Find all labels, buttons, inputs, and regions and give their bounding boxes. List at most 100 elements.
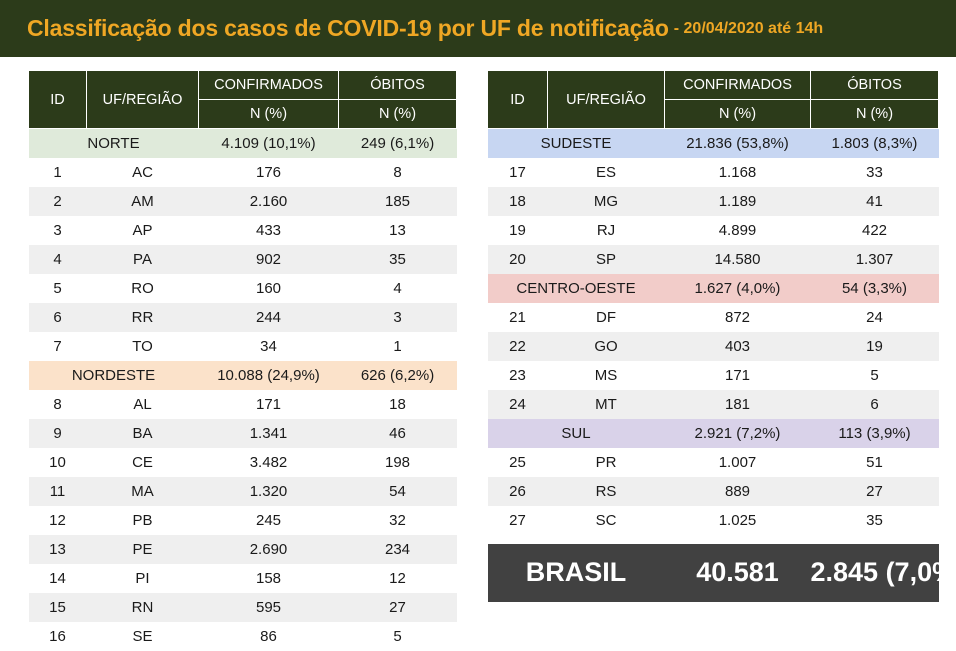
table-row: 17 ES 1.168 33: [487, 157, 939, 187]
cell-obitos: 5: [870, 366, 879, 384]
cell-obitos: 46: [389, 424, 406, 442]
cell-id: 27: [509, 511, 526, 529]
table-row: 18 MG 1.189 41: [487, 186, 939, 216]
cell-uf: MT: [595, 395, 617, 413]
region-name: SUL: [561, 424, 591, 442]
table-right-southeast-centralwest-south: ID UF/REGIÃO CONFIRMADOS ÓBITOS N (%) N …: [487, 70, 939, 602]
table-row: 9 BA 1.341 46: [28, 418, 457, 448]
region-summary-row: NORTE 4.109 (10,1%) 249 (6,1%): [28, 128, 457, 158]
table-subheader-row: N (%) N (%): [488, 99, 939, 129]
table-row: 2 AM 2.160 185: [28, 186, 457, 216]
cell-id: 14: [49, 569, 66, 587]
cell-uf: SC: [595, 511, 617, 529]
footer-spacer: [487, 534, 939, 544]
cell-confirmados: 889: [724, 482, 751, 500]
table-row: 7 TO 34 1: [28, 331, 457, 361]
cell-id: 23: [509, 366, 526, 384]
cell-id: 17: [509, 163, 526, 181]
cell-obitos: 185: [384, 192, 411, 210]
cell-confirmados: 160: [255, 279, 282, 297]
table-row: 1 AC 176 8: [28, 157, 457, 187]
cell-id: 2: [53, 192, 62, 210]
page-subtitle-date: - 20/04/2020 até 14h: [673, 19, 824, 37]
col-header-uf: UF/REGIÃO: [547, 70, 665, 129]
country-total-label: BRASIL: [487, 543, 665, 602]
cell-id: 4: [53, 250, 62, 268]
table-row: 8 AL 171 18: [28, 389, 457, 419]
col-subheader-confirmados-npct: N (%): [198, 99, 339, 129]
country-total-obitos: 2.845 (7,0%): [810, 543, 939, 602]
region-obitos: 249 (6,1%): [360, 134, 435, 152]
table-header-row: ID UF/REGIÃO CONFIRMADOS ÓBITOS: [487, 70, 939, 129]
table-row: 15 RN 595 27: [28, 592, 457, 622]
table-row: 20 SP 14.580 1.307: [487, 244, 939, 274]
cell-confirmados: 34: [260, 337, 277, 355]
cell-obitos: 35: [866, 511, 883, 529]
cell-obitos: 422: [861, 221, 888, 239]
col-subheader-obitos-npct: N (%): [338, 99, 457, 129]
table-right-header: ID UF/REGIÃO CONFIRMADOS ÓBITOS N (%) N …: [487, 70, 939, 129]
cell-id: 8: [53, 395, 62, 413]
cell-id: 7: [53, 337, 62, 355]
region-name: NORTE: [87, 134, 140, 152]
cell-uf: GO: [594, 337, 618, 355]
cell-obitos: 19: [866, 337, 883, 355]
cell-obitos: 8: [393, 163, 402, 181]
col-header-uf: UF/REGIÃO: [86, 70, 199, 129]
cell-id: 1: [53, 163, 62, 181]
cell-confirmados: 1.341: [249, 424, 288, 442]
cell-id: 24: [509, 395, 526, 413]
cell-id: 20: [509, 250, 526, 268]
cell-uf: SP: [595, 250, 616, 268]
cell-confirmados: 4.899: [718, 221, 757, 239]
cell-uf: ES: [595, 163, 616, 181]
cell-uf: DF: [596, 308, 616, 326]
cell-confirmados: 872: [724, 308, 751, 326]
cell-uf: SE: [132, 627, 153, 645]
cell-confirmados: 245: [255, 511, 282, 529]
cell-confirmados: 595: [255, 598, 282, 616]
table-row: 12 PB 245 32: [28, 505, 457, 535]
cell-obitos: 41: [866, 192, 883, 210]
cell-uf: RJ: [596, 221, 616, 239]
table-row: 13 PE 2.690 234: [28, 534, 457, 564]
cell-id: 16: [49, 627, 66, 645]
table-left-body: NORTE 4.109 (10,1%) 249 (6,1%) 1 AC 176 8 2 AM 2.…: [28, 128, 457, 651]
cell-id: 5: [53, 279, 62, 297]
cell-obitos: 3: [393, 308, 402, 326]
region-name: NORDESTE: [71, 366, 156, 384]
cell-uf: BA: [132, 424, 153, 442]
cell-id: 18: [509, 192, 526, 210]
cell-obitos: 35: [389, 250, 406, 268]
table-header-row: ID UF/REGIÃO CONFIRMADOS ÓBITOS: [28, 70, 457, 129]
table-subheader-row: N (%) N (%): [29, 99, 457, 129]
cell-uf: PR: [595, 453, 617, 471]
cell-obitos: 13: [389, 221, 406, 239]
cell-uf: MA: [131, 482, 154, 500]
table-row: 3 AP 433 13: [28, 215, 457, 245]
region-obitos: 113 (3,9%): [838, 424, 911, 442]
col-subheader-obitos-npct: N (%): [810, 99, 939, 129]
cell-confirmados: 1.189: [718, 192, 757, 210]
table-right-body: SUDESTE 21.836 (53,8%) 1.803 (8,3%) 17 ES 1.1…: [487, 128, 939, 602]
page-header-banner: Classificação dos casos de COVID-19 por …: [0, 0, 956, 57]
table-row: 10 CE 3.482 198: [28, 447, 457, 477]
cell-id: 13: [49, 540, 66, 558]
region-obitos: 1.803 (8,3%): [831, 134, 918, 152]
cell-id: 15: [49, 598, 66, 616]
table-left-header: ID UF/REGIÃO CONFIRMADOS ÓBITOS N (%) N …: [28, 70, 457, 129]
col-header-confirmados: CONFIRMADOS: [664, 70, 811, 100]
cell-id: 25: [509, 453, 526, 471]
cell-confirmados: 171: [255, 395, 282, 413]
table-row: 4 PA 902 35: [28, 244, 457, 274]
cell-confirmados: 244: [255, 308, 282, 326]
cell-uf: AC: [132, 163, 153, 181]
cell-confirmados: 2.690: [249, 540, 288, 558]
cell-uf: PA: [133, 250, 152, 268]
col-header-obitos: ÓBITOS: [338, 70, 457, 100]
col-header-id: ID: [487, 70, 548, 129]
cell-obitos: 33: [866, 163, 883, 181]
cell-obitos: 234: [384, 540, 411, 558]
